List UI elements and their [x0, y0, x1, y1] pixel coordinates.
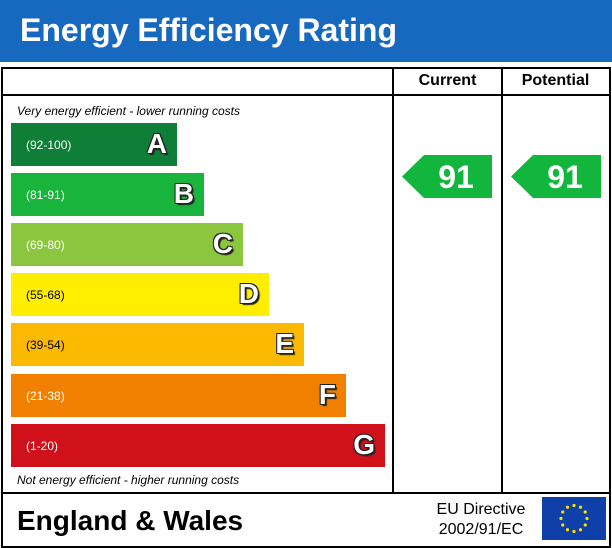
directive-line-2: 2002/91/EC: [438, 521, 524, 538]
column-header-current: Current: [418, 72, 477, 89]
eu-star-icon: [585, 516, 589, 521]
footer-row-divider: [1, 492, 611, 494]
band-g: (1-20) G: [11, 424, 385, 467]
band-letter-b: B: [173, 178, 194, 209]
header-row-divider: [1, 94, 611, 96]
band-d: (55-68) D: [11, 273, 269, 316]
band-range-f: (21-38): [26, 389, 65, 403]
column-header-potential: Potential: [521, 72, 590, 89]
region-label: England & Wales: [17, 505, 244, 536]
header-banner: Energy Efficiency Rating: [0, 0, 612, 62]
eu-star-icon: [578, 505, 583, 509]
eu-star-icon: [578, 528, 583, 532]
band-e: (39-54) E: [11, 323, 304, 366]
eu-star-icon: [583, 510, 587, 514]
caption-bottom: Not energy efficient - higher running co…: [17, 473, 240, 487]
eu-star-icon: [561, 523, 565, 527]
column-divider-current: [392, 67, 394, 494]
potential-rating-arrow: 91: [511, 155, 601, 198]
eu-directive: EU Directive 2002/91/EC: [420, 500, 542, 540]
caption-top: Very energy efficient - lower running co…: [17, 104, 240, 118]
band-range-b: (81-91): [26, 188, 65, 202]
eu-star-icon: [583, 523, 587, 527]
page-title: Energy Efficiency Rating: [20, 12, 397, 48]
band-letter-f: F: [318, 379, 336, 410]
band-letter-c: C: [212, 228, 233, 259]
current-rating-arrow: 91: [402, 155, 492, 198]
eu-flag-stars: [559, 503, 589, 534]
band-f: (21-38) F: [11, 374, 346, 417]
directive-line-1: EU Directive: [436, 501, 526, 518]
band-letter-g: G: [353, 429, 375, 460]
potential-rating-value: 91: [547, 159, 583, 195]
eu-star-icon: [572, 503, 576, 508]
band-range-c: (69-80): [26, 238, 65, 252]
band-range-e: (39-54): [26, 338, 65, 352]
band-letter-a: A: [146, 128, 167, 159]
eu-star-icon: [561, 510, 565, 514]
band-letter-e: E: [275, 328, 294, 359]
current-rating-value: 91: [438, 159, 474, 195]
eu-flag-icon: [542, 497, 606, 540]
band-range-g: (1-20): [26, 439, 59, 453]
column-divider-potential: [501, 67, 503, 494]
band-letter-d: D: [238, 278, 259, 309]
band-b: (81-91) B: [11, 173, 204, 216]
band-range-a: (92-100): [26, 138, 72, 152]
band-a: (92-100) A: [11, 123, 177, 166]
band-range-d: (55-68): [26, 288, 65, 302]
band-c: (69-80) C: [11, 223, 243, 266]
eu-star-icon: [559, 516, 563, 521]
eu-star-icon: [565, 505, 570, 509]
eu-star-icon: [565, 528, 570, 532]
eu-star-icon: [572, 529, 576, 534]
